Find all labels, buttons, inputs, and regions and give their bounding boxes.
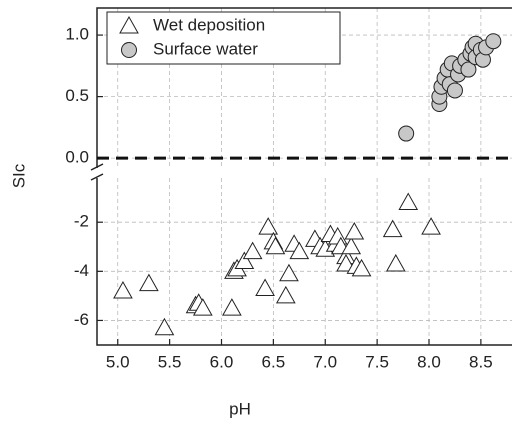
triangle-marker xyxy=(385,253,406,272)
triangle-marker xyxy=(192,298,213,316)
triangle-marker xyxy=(265,236,286,255)
x-axis-label: pH xyxy=(229,399,251,418)
y-axis-label: SIc xyxy=(9,163,28,188)
x-tick-label: 5.5 xyxy=(158,352,182,371)
triangle-marker xyxy=(255,278,275,297)
triangle-marker xyxy=(275,285,296,304)
triangle-marker xyxy=(279,263,299,282)
triangle-marker xyxy=(289,241,310,260)
legend-marker xyxy=(119,15,139,34)
circle-marker xyxy=(485,33,502,50)
triangle-marker xyxy=(222,298,242,316)
x-tick-label: 6.0 xyxy=(210,352,234,371)
triangle-marker xyxy=(398,192,419,211)
legend-marker xyxy=(121,42,137,58)
circle-marker xyxy=(446,82,463,99)
y-tick-label: -2 xyxy=(74,212,89,231)
x-tick-label: 7.0 xyxy=(313,352,337,371)
y-tick-label: 0.0 xyxy=(65,148,89,167)
circle-marker xyxy=(398,125,415,142)
y-tick-label: 0.5 xyxy=(65,86,89,105)
x-tick-label: 6.5 xyxy=(262,352,286,371)
x-tick-label: 7.5 xyxy=(365,352,389,371)
axis-break xyxy=(90,163,104,181)
circle-marker xyxy=(460,61,477,78)
legend-label: Surface water xyxy=(153,39,258,58)
triangle-marker xyxy=(351,258,372,277)
x-tick-label: 5.0 xyxy=(106,352,130,371)
x-tick-label: 8.0 xyxy=(417,352,441,371)
plot-frame xyxy=(96,7,512,346)
x-tick-label: 8.5 xyxy=(469,352,493,371)
legend-label: Wet deposition xyxy=(153,15,265,34)
triangle-marker xyxy=(382,219,403,238)
y-tick-label: -4 xyxy=(74,261,89,280)
triangle-marker xyxy=(113,280,133,299)
y-tick-label: -6 xyxy=(74,310,89,329)
triangle-marker xyxy=(344,222,365,240)
triangle-marker xyxy=(421,217,441,235)
triangle-marker xyxy=(242,241,263,260)
triangle-marker xyxy=(341,236,362,255)
triangle-marker xyxy=(234,251,255,269)
y-tick-label: 1.0 xyxy=(65,25,89,44)
legend-box xyxy=(106,11,341,65)
triangle-marker xyxy=(258,217,279,235)
triangle-marker xyxy=(154,317,175,336)
triangle-marker xyxy=(139,273,159,292)
